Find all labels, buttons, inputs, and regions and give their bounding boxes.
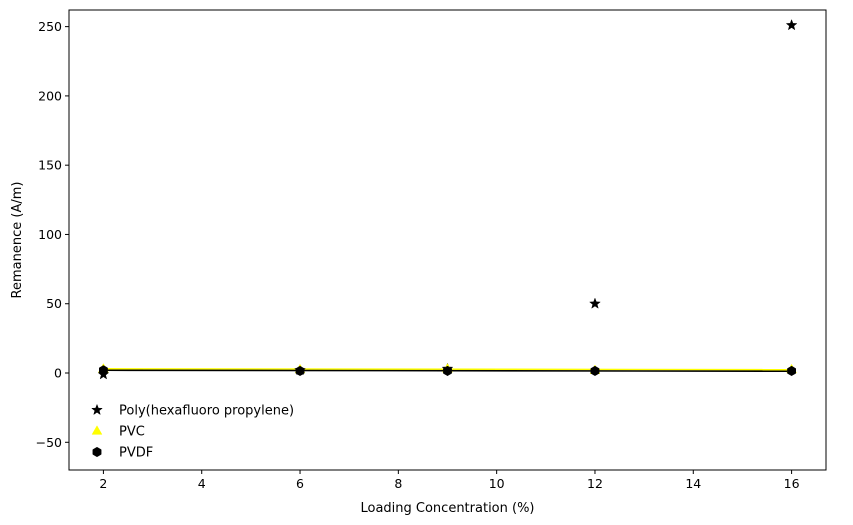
plot-frame <box>68 9 827 471</box>
legend-entry: PVC <box>119 425 145 440</box>
y-tick-label: 200 <box>38 88 62 103</box>
legend: Poly(hexafluoro propylene) PVC PVDF <box>91 403 294 461</box>
y-tick-label: 250 <box>38 19 62 34</box>
x-tick-label: 4 <box>198 476 206 491</box>
data-point <box>99 365 108 376</box>
x-tick-label: 8 <box>394 476 402 491</box>
data-point <box>785 19 798 31</box>
x-tick-label: 12 <box>587 476 603 491</box>
x-tick-label: 14 <box>685 476 701 491</box>
x-axis-ticks: 2 4 6 8 10 12 14 16 <box>99 470 800 491</box>
y-tick-label: 150 <box>38 158 62 173</box>
x-tick-label: 16 <box>784 476 800 491</box>
x-tick-label: 6 <box>296 476 304 491</box>
y-tick-label: 0 <box>54 366 62 381</box>
y-tick-label: −50 <box>36 435 62 450</box>
legend-entry: PVDF <box>119 446 153 461</box>
legend-marker <box>91 403 103 416</box>
data-point <box>295 365 305 377</box>
x-tick-label: 2 <box>99 476 107 491</box>
y-axis-label: Remanence (A/m) <box>10 182 25 299</box>
y-tick-label: 100 <box>38 227 62 242</box>
y-tick-label: 50 <box>46 296 62 311</box>
y-axis-ticks: −50 0 50 100 150 200 250 <box>36 19 69 450</box>
x-tick-label: 10 <box>489 476 505 491</box>
data-point <box>443 365 452 377</box>
data-point <box>589 297 601 309</box>
data-point <box>590 365 600 377</box>
data-point <box>787 365 796 377</box>
legend-entry: Poly(hexafluoro propylene) <box>119 404 294 419</box>
x-axis-label: Loading Concentration (%) <box>360 501 534 516</box>
legend-marker <box>91 425 103 435</box>
data-points <box>97 19 798 380</box>
legend-marker <box>92 446 102 458</box>
